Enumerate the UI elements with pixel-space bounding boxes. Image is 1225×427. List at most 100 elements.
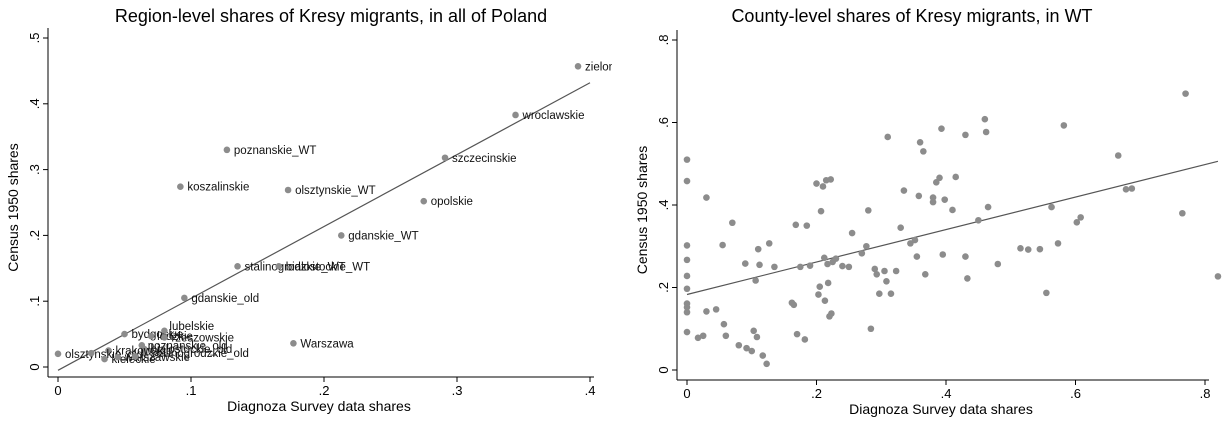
data-point [939, 251, 947, 258]
point-label: opolskie [431, 196, 473, 208]
data-point [820, 254, 828, 262]
data-point [756, 261, 763, 269]
data-point [722, 332, 730, 340]
data-point [284, 186, 292, 194]
point-label: stalinogrodzkie_old [150, 348, 248, 360]
data-point [806, 262, 814, 269]
x-tick-label: .8 [1200, 386, 1211, 401]
data-point [1060, 122, 1068, 129]
data-point [792, 221, 800, 229]
data-point [703, 308, 710, 315]
data-point [719, 241, 726, 249]
point-label: olsztynskie_WT [295, 185, 376, 197]
data-point [683, 272, 691, 280]
point-label: warszawskie [124, 352, 190, 364]
point-label: poznanskie_WT [234, 145, 316, 157]
data-point [161, 334, 168, 341]
data-point [121, 330, 128, 338]
data-point [1054, 240, 1062, 247]
data-point [754, 245, 762, 253]
data-point [863, 242, 870, 250]
data-point [871, 265, 879, 273]
data-point [900, 187, 908, 194]
data-point [699, 332, 707, 340]
data-point [87, 349, 95, 357]
x-tick-label: .3 [452, 383, 463, 398]
data-point [892, 267, 900, 275]
data-point [420, 197, 428, 205]
y-tick-label: .8 [656, 35, 671, 46]
data-point [817, 207, 825, 215]
plot-area [683, 90, 1222, 368]
data-point [181, 294, 188, 302]
point-label: koszalinskie [187, 182, 249, 194]
fit-line [57, 82, 591, 371]
data-point [1077, 214, 1084, 221]
data-point [574, 62, 582, 70]
data-point [1179, 209, 1186, 217]
data-point [441, 154, 449, 162]
data-point [873, 271, 881, 278]
data-point [54, 350, 62, 358]
data-point [865, 207, 872, 214]
data-point [763, 360, 770, 368]
point-label: gdanskie_WT [348, 230, 418, 242]
data-point [1024, 246, 1032, 253]
data-point [683, 304, 691, 311]
y-tick-label: .3 [27, 164, 42, 175]
data-point [141, 349, 148, 357]
point-label: szczecinskie [452, 153, 517, 165]
data-point [936, 174, 943, 182]
data-point [683, 256, 691, 264]
data-point [801, 336, 809, 343]
x-tick-label: 0 [683, 386, 690, 401]
data-point [1214, 273, 1222, 280]
point-label: gdanskie_old [191, 293, 259, 305]
data-point [750, 327, 757, 335]
data-point [828, 310, 835, 317]
x-tick-label: .2 [319, 383, 330, 398]
data-point [694, 334, 702, 342]
data-point [131, 353, 139, 360]
data-point [337, 232, 345, 239]
data-point [994, 260, 1002, 268]
data-point [234, 263, 241, 270]
point-label: rzeszowskie [171, 332, 234, 344]
data-point [920, 148, 927, 155]
data-point [147, 332, 155, 340]
data-point [981, 115, 989, 123]
point-label: poznanskie_old [148, 340, 228, 352]
data-point [824, 279, 832, 287]
data-point [223, 146, 231, 154]
data-point [839, 262, 846, 270]
y-tick-label: .1 [27, 296, 42, 307]
x-tick-label: .6 [1070, 386, 1081, 401]
x-tick-label: .4 [585, 383, 596, 398]
data-point [290, 340, 297, 347]
data-point [683, 177, 691, 185]
point-label: kieleckie [112, 354, 156, 366]
data-point [916, 139, 924, 146]
data-point [1043, 289, 1050, 297]
x-tick-label: 0 [54, 383, 61, 398]
data-point [105, 347, 112, 354]
data-point [982, 128, 990, 136]
data-point [949, 206, 956, 214]
data-point [765, 240, 773, 247]
y-tick-label: .2 [656, 282, 671, 293]
data-point [913, 253, 921, 260]
chart-title: County-level shares of Kresy migrants, i… [731, 6, 1092, 26]
x-axis-label: Diagnoza Survey data shares [227, 398, 411, 414]
data-point [984, 203, 992, 211]
data-point [759, 352, 767, 359]
data-point [815, 291, 822, 298]
data-point [941, 196, 949, 203]
data-point [752, 277, 759, 284]
data-point [720, 320, 728, 328]
data-point [735, 341, 743, 349]
data-point [703, 194, 710, 201]
data-point [858, 249, 866, 257]
data-point [1048, 203, 1055, 211]
data-point [177, 183, 184, 191]
